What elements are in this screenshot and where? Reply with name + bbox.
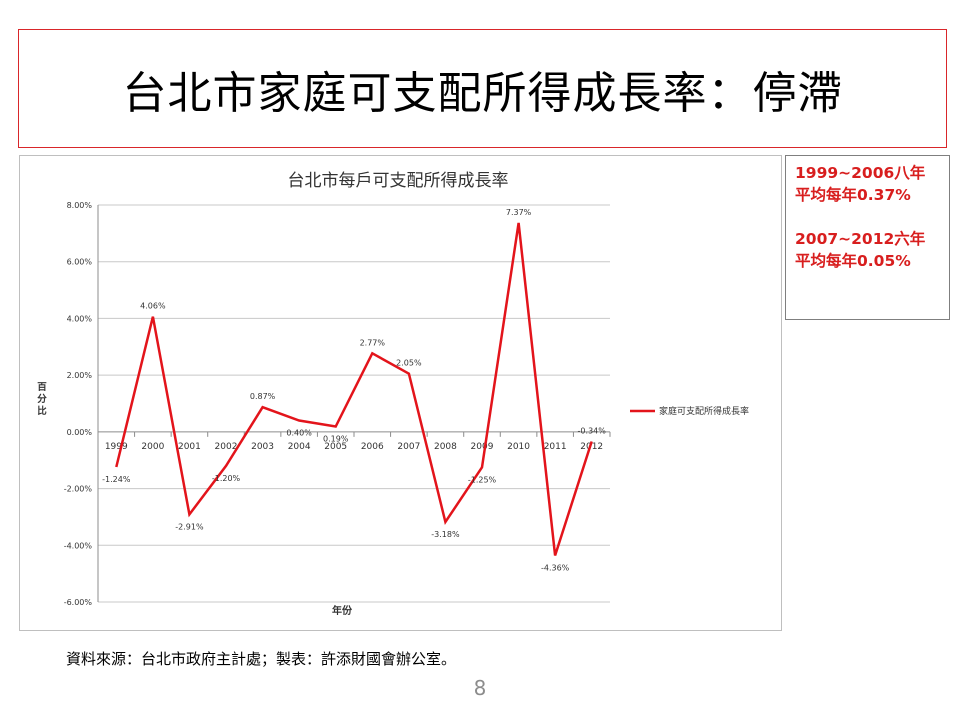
x-tick-label: 2007 <box>397 442 420 452</box>
data-label: 2.77% <box>360 338 386 347</box>
note-period-1: 1999~2006八年 <box>795 164 926 182</box>
note-average-2: 平均每年0.05% <box>795 252 911 270</box>
y-axis-title-char: 百 <box>37 382 47 393</box>
x-tick-label: 2000 <box>141 442 164 452</box>
data-label: 0.40% <box>286 429 312 438</box>
y-axis-title-char: 比 <box>37 405 47 417</box>
x-axis-title: 年份 <box>332 604 353 617</box>
y-tick-label: 8.00% <box>67 201 93 210</box>
y-tick-label: -4.00% <box>64 541 93 550</box>
series-line-path <box>115 222 593 556</box>
y-tick-label: 6.00% <box>67 258 93 267</box>
data-labels: -1.24% 4.06% -2.91% -1.20% 0.87% 0.40% 0.19% 2.… <box>102 208 606 573</box>
data-label: 7.37% <box>506 208 532 217</box>
x-tick-label: 2009 <box>471 442 494 452</box>
data-label: -2.91% <box>175 522 204 531</box>
axes: 8.00% 6.00% 4.00% 2.00% 0.00% -2.00% -4.00% -6.… <box>37 201 611 607</box>
x-tick-label: 2006 <box>361 442 384 452</box>
summary-note-box: 1999~2006八年 平均每年0.37% 2007~2012六年 平均每年0.… <box>785 155 950 320</box>
chart-legend: 家庭可支配所得成長率 <box>630 405 749 417</box>
x-tick-label: 2003 <box>251 442 274 452</box>
x-tick-label: 2004 <box>288 442 311 452</box>
legend-label: 家庭可支配所得成長率 <box>659 405 749 417</box>
grid-lines <box>98 204 610 603</box>
source-note: 資料來源：台北市政府主計處；製表：許添財國會辦公室。 <box>66 650 457 668</box>
y-tick-label: -6.00% <box>64 598 93 607</box>
data-label: -3.18% <box>431 530 460 539</box>
data-label: -1.20% <box>212 474 241 483</box>
data-label: -1.25% <box>468 475 497 484</box>
data-label: -1.24% <box>102 475 131 484</box>
x-tick-label: 2010 <box>507 442 530 452</box>
x-tick-label: 2008 <box>434 442 457 452</box>
data-label: -0.34% <box>578 426 607 435</box>
slide-title-box: 台北市家庭可支配所得成長率：停滯 <box>18 29 947 148</box>
data-label: 4.06% <box>140 302 166 311</box>
page-number: 8 <box>473 676 487 700</box>
x-tick-label: 1999 <box>105 442 128 452</box>
x-tick-label: 2001 <box>178 442 201 452</box>
y-axis-title-char: 分 <box>37 393 47 405</box>
y-tick-label: -2.00% <box>64 485 93 494</box>
slide-title: 台北市家庭可支配所得成長率：停滯 <box>122 67 843 119</box>
x-tick-label: 2011 <box>544 442 567 452</box>
data-label: 0.87% <box>250 392 276 401</box>
x-tick-label: 2012 <box>580 442 603 452</box>
chart-area: 8.00% 6.00% 4.00% 2.00% 0.00% -2.00% -4.00% -6.… <box>19 155 782 631</box>
chart-title: 台北市每戶可支配所得成長率 <box>288 171 509 191</box>
series-line <box>115 222 593 556</box>
data-label: -4.36% <box>541 563 570 572</box>
x-tick-label: 2005 <box>324 442 347 452</box>
y-tick-label: 4.00% <box>67 314 93 323</box>
x-tick-label: 2002 <box>215 442 238 452</box>
data-label: 0.19% <box>323 434 349 443</box>
y-tick-label: 2.00% <box>67 371 93 380</box>
note-period-2: 2007~2012六年 <box>795 230 926 248</box>
note-average-1: 平均每年0.37% <box>795 186 911 204</box>
data-label: 2.05% <box>396 359 422 368</box>
y-tick-label: 0.00% <box>67 428 93 437</box>
line-chart: 8.00% 6.00% 4.00% 2.00% 0.00% -2.00% -4.00% -6.… <box>37 171 749 617</box>
